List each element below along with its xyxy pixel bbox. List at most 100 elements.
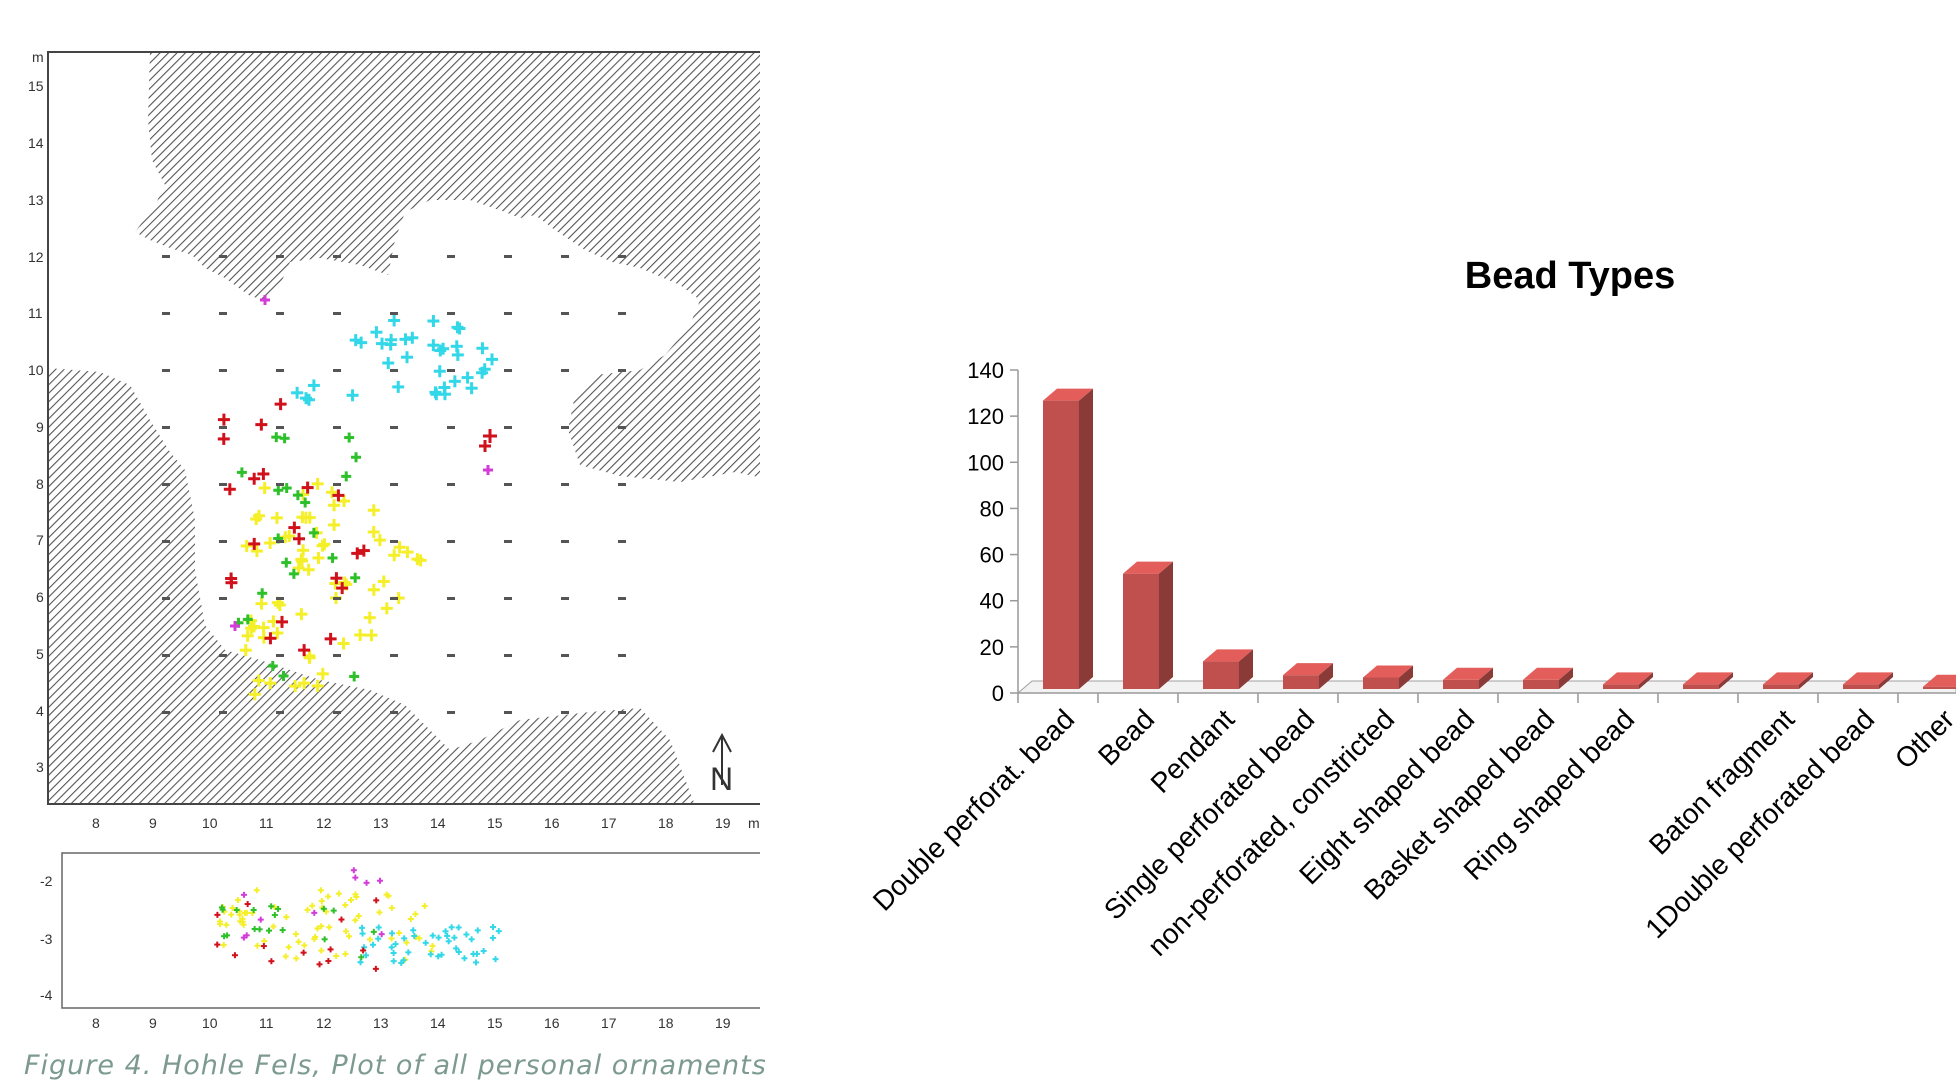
grid-marker: [561, 312, 569, 315]
find-marker: [292, 562, 305, 575]
profile-marker: [421, 903, 428, 910]
plan-x-tick: 8: [92, 815, 100, 831]
bar: [1763, 672, 1813, 689]
grid-marker: [333, 426, 341, 429]
profile-x-tick: 14: [430, 1015, 446, 1031]
profile-marker: [318, 897, 325, 904]
chart-floor: [1016, 680, 1956, 694]
find-marker: [288, 568, 299, 579]
grid-marker: [219, 426, 227, 429]
find-marker: [406, 331, 419, 344]
find-marker: [273, 485, 284, 496]
grid-marker: [162, 540, 170, 543]
grid-marker: [504, 654, 512, 657]
find-marker: [295, 608, 308, 621]
profile-marker: [373, 897, 380, 904]
x-tick-label: Other: [1889, 703, 1956, 774]
profile-x-tick: 19: [715, 1015, 731, 1031]
profile-y-tick: -4: [40, 987, 53, 1003]
find-marker: [299, 511, 312, 524]
y-tick-label: 60: [980, 543, 1004, 568]
grid-marker: [219, 312, 227, 315]
find-marker: [461, 371, 474, 384]
grid-marker: [618, 369, 626, 372]
grid-marker: [561, 255, 569, 258]
profile-marker: [422, 939, 429, 946]
profile-marker: [411, 932, 418, 939]
grid-marker: [390, 711, 398, 714]
profile-marker: [244, 901, 251, 908]
grid-marker: [504, 597, 512, 600]
find-marker: [281, 483, 292, 494]
profile-marker: [348, 897, 355, 904]
grid-marker: [162, 483, 170, 486]
profile-marker: [279, 927, 286, 934]
find-marker: [311, 679, 324, 692]
ornament-find-points: [217, 295, 499, 701]
find-marker: [354, 628, 367, 641]
find-marker: [274, 398, 287, 411]
grid-marker: [504, 711, 512, 714]
profile-marker: [473, 950, 480, 957]
grid-marker: [162, 711, 170, 714]
profile-marker: [363, 952, 370, 959]
profile-marker: [407, 915, 414, 922]
profile-marker: [240, 891, 247, 898]
profile-marker: [412, 911, 419, 918]
find-marker: [312, 551, 325, 564]
x-tick-label: Basket shaped bead: [1358, 703, 1560, 905]
grid-marker: [390, 426, 398, 429]
profile-marker: [429, 942, 436, 949]
profile-marker: [444, 932, 451, 939]
profile-marker: [369, 941, 376, 948]
find-marker: [278, 670, 289, 681]
profile-marker: [221, 933, 228, 940]
profile-marker: [237, 918, 244, 925]
profile-marker: [253, 887, 260, 894]
profile-marker: [360, 947, 367, 954]
find-marker: [355, 336, 368, 349]
x-tick-label: Double perforat. bead: [867, 703, 1080, 916]
profile-marker: [293, 955, 300, 962]
grid-marker: [219, 597, 227, 600]
find-marker: [257, 467, 270, 480]
profile-marker: [261, 937, 268, 944]
plan-x-tick: 14: [430, 815, 446, 831]
find-marker: [351, 452, 362, 463]
find-marker: [401, 351, 414, 364]
find-marker: [279, 433, 290, 444]
grid-marker: [276, 597, 284, 600]
plan-y-tick: 10: [28, 362, 44, 378]
plan-y-tick: 14: [28, 135, 44, 151]
find-marker: [427, 315, 440, 328]
profile-marker: [257, 916, 264, 923]
profile-marker: [473, 959, 480, 966]
profile-marker: [309, 902, 316, 909]
profile-marker: [321, 936, 328, 943]
profile-marker: [254, 942, 261, 949]
grid-marker: [333, 540, 341, 543]
profile-marker: [396, 929, 403, 936]
grid-marker: [333, 597, 341, 600]
find-marker: [434, 344, 447, 357]
profile-marker: [228, 911, 235, 918]
grid-marker: [447, 426, 455, 429]
bar: [1203, 649, 1253, 689]
profile-marker: [295, 938, 302, 945]
find-marker: [350, 572, 361, 583]
find-marker: [298, 677, 311, 690]
find-marker: [308, 527, 319, 538]
find-marker: [337, 637, 350, 650]
grid-marker: [162, 426, 170, 429]
find-marker: [302, 393, 315, 406]
bar: [1283, 663, 1333, 689]
find-marker: [483, 465, 493, 475]
profile-marker: [405, 949, 412, 956]
find-marker: [242, 614, 253, 625]
profile-marker: [214, 911, 221, 918]
grid-marker: [276, 711, 284, 714]
grid-marker: [219, 483, 227, 486]
find-marker: [377, 575, 390, 588]
grid-marker: [504, 540, 512, 543]
